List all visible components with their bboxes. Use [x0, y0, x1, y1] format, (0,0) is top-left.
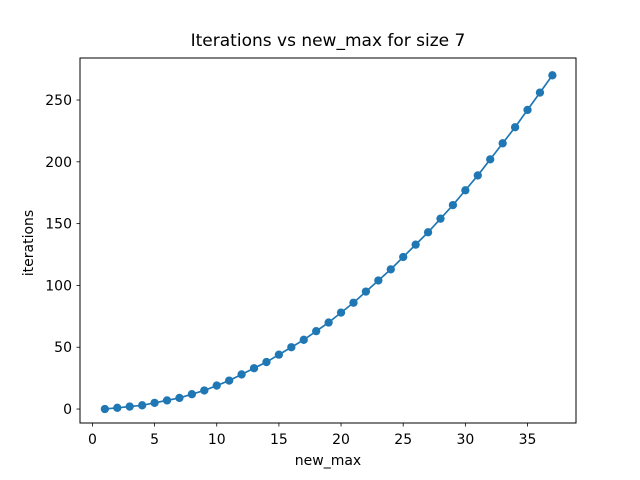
data-point-marker — [535, 88, 545, 97]
data-point-marker — [150, 398, 159, 407]
data-point-marker — [386, 265, 395, 274]
data-point-marker — [349, 298, 358, 307]
y-axis-tick-label: 200 — [45, 155, 72, 171]
data-point-marker — [287, 343, 296, 352]
data-point-marker — [473, 171, 482, 180]
data-point-marker — [486, 155, 495, 164]
x-axis-tick-label: 35 — [519, 432, 537, 448]
data-point-marker — [548, 71, 557, 80]
data-point-marker — [175, 393, 184, 403]
x-axis-tick-label: 5 — [150, 432, 159, 448]
x-axis-tick-label: 30 — [456, 432, 474, 448]
x-axis-tick-label: 20 — [332, 432, 350, 448]
data-point-marker — [187, 390, 197, 399]
data-point-marker — [249, 364, 259, 373]
x-axis-tick-label: 25 — [394, 432, 412, 448]
data-point-marker — [113, 403, 122, 412]
data-point-marker — [448, 200, 458, 210]
x-axis-label: new_max — [294, 453, 362, 469]
data-point-marker — [162, 396, 172, 405]
y-axis-tick-label: 100 — [45, 278, 72, 294]
data-point-marker — [498, 139, 507, 148]
data-point-marker — [212, 381, 221, 390]
series-line — [104, 74, 554, 410]
data-point-marker — [262, 357, 271, 367]
data-point-marker — [100, 404, 110, 414]
axes-spines — [79, 57, 577, 424]
y-axis-label: iterations — [21, 209, 37, 277]
y-axis-tick-label: 50 — [54, 340, 72, 356]
data-point-marker — [436, 214, 445, 223]
data-point-marker — [125, 402, 134, 411]
x-axis-tick-label: 10 — [208, 432, 226, 448]
data-point-marker — [324, 318, 333, 327]
data-point-marker — [510, 123, 520, 132]
data-point-marker — [336, 308, 346, 317]
data-point-marker — [361, 287, 371, 296]
data-point-marker — [411, 240, 420, 249]
data-point-marker — [312, 327, 321, 336]
data-point-marker — [374, 276, 383, 285]
data-point-marker — [138, 401, 147, 410]
data-point-marker — [523, 105, 532, 115]
data-point-marker — [225, 376, 234, 385]
data-point-marker — [399, 252, 408, 262]
data-point-marker — [200, 386, 209, 395]
data-point-marker — [423, 228, 433, 237]
y-axis-tick-label: 0 — [63, 402, 72, 418]
x-axis-tick-label: 15 — [270, 432, 288, 448]
data-point-marker — [461, 186, 470, 195]
data-point-marker — [237, 370, 246, 379]
data-point-marker — [274, 350, 284, 359]
y-axis-tick-label: 150 — [45, 217, 72, 233]
chart-title: Iterations vs new_max for size 7 — [190, 31, 466, 51]
data-point-marker — [299, 335, 308, 344]
y-axis-tick-label: 250 — [45, 93, 72, 109]
x-axis-tick-label: 0 — [88, 432, 97, 448]
